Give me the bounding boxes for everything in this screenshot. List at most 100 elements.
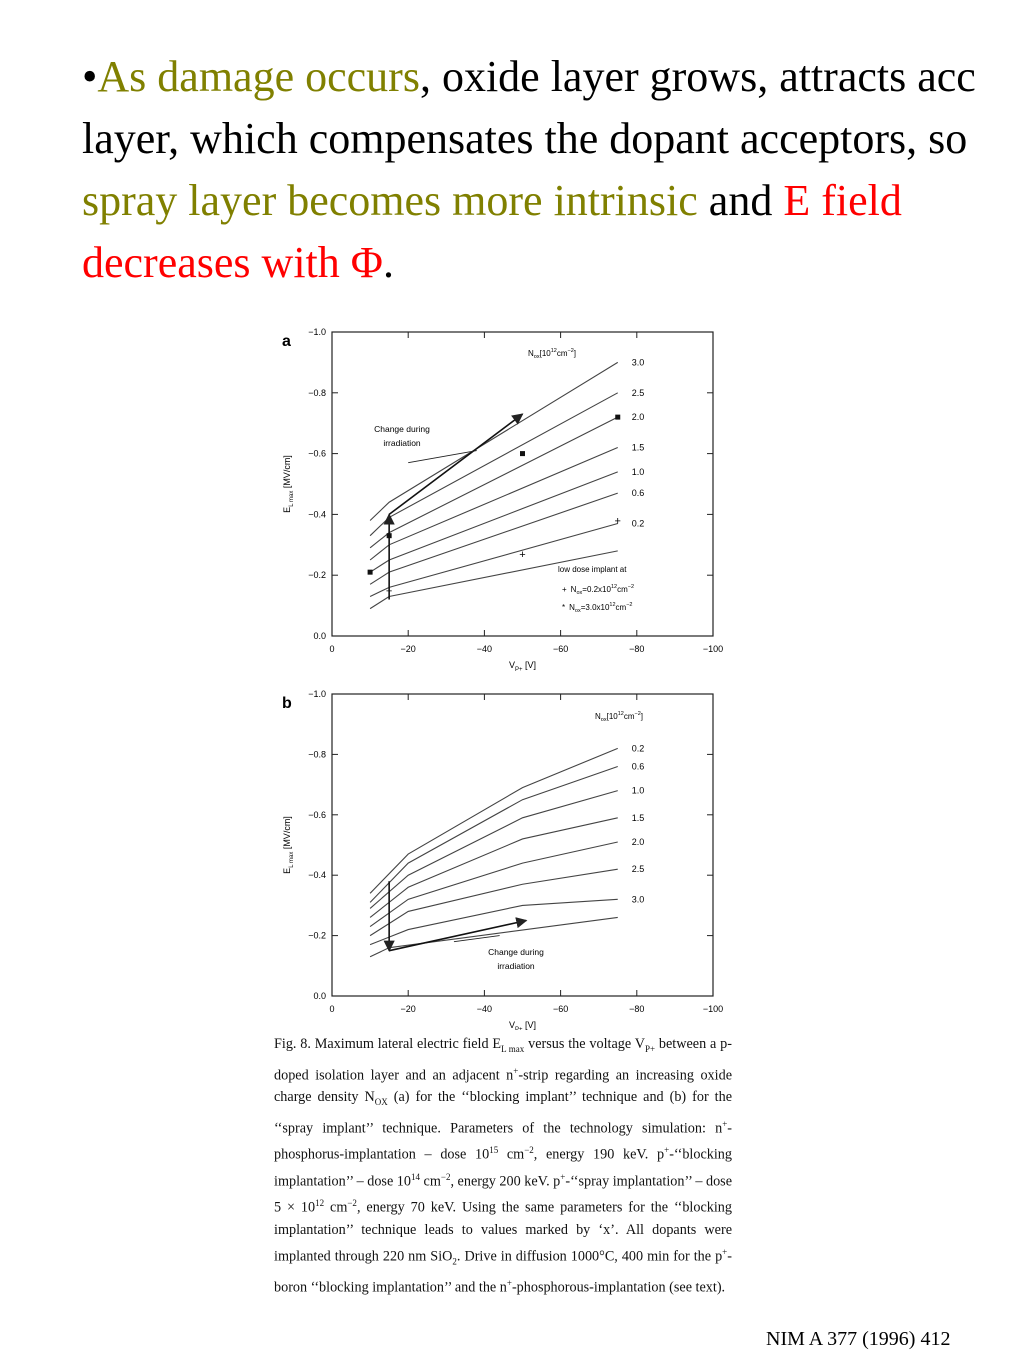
y-tick-label: −0.8: [308, 388, 326, 398]
legend-title-end: ]: [574, 349, 576, 358]
y-tick-label: −1.0: [308, 327, 326, 337]
plot-frame: [331, 693, 714, 997]
x-tick-label: −40: [477, 644, 492, 654]
caption-fragment: OX: [374, 1096, 388, 1107]
series-line: [369, 447, 618, 561]
x-axis-label: VP+ [V]: [509, 660, 536, 673]
inset-entry: * Nox=3.0x1012cm−2: [562, 602, 633, 614]
star-marker: [367, 569, 373, 575]
legend-title-exponent: 12: [618, 711, 624, 717]
slide-text-segment: As damage occurs: [97, 52, 420, 101]
legend-title: Nox[1012cm−2]: [528, 348, 576, 360]
legend-title-tail: cm: [624, 712, 635, 721]
caption-fragment: −2: [440, 1171, 451, 1182]
annotation-text: Change during: [374, 424, 430, 434]
caption-fragment: versus the voltage V: [524, 1036, 645, 1052]
caption-fragment: -boron ‘‘blocking implantation’’ and the…: [274, 1248, 732, 1296]
series-label: 3.0: [632, 894, 645, 904]
inset-exp2: −2: [626, 602, 632, 608]
legend-title-end: ]: [641, 712, 643, 721]
series-line: [369, 392, 619, 537]
caption-fragment: -‘‘spray implantation’’ – dose 5 × 10: [274, 1173, 732, 1217]
chart-panel-a: a 0 −20 −40 −60 −80 −100 0.0 −0.2 −0.4 −0.6 −0.8 −1.…: [282, 327, 723, 673]
slide-text-segment: , oxide layer grows, attracts acc layer,…: [82, 52, 976, 163]
caption-fragment: cm: [419, 1173, 441, 1190]
annotation-text: Change during: [488, 947, 544, 957]
series-label: 1.0: [632, 786, 645, 796]
inset-symbol: +: [562, 585, 567, 594]
caption-fragment: 12: [315, 1198, 325, 1209]
x-axis-subscript: P+: [515, 1027, 523, 1030]
legend-title-exponent2: −2: [568, 348, 574, 354]
inset-sub: ox: [575, 608, 581, 614]
x-tick-label: −60: [553, 1004, 568, 1014]
x-axis-unit: [V]: [523, 660, 537, 670]
series-line: [369, 361, 619, 521]
series-label: 3.0: [632, 357, 645, 367]
inset-sub: ox: [576, 590, 582, 596]
slide-text-segment: and: [697, 176, 784, 225]
series-label: 1.0: [632, 467, 645, 477]
caption-fragment: 2: [452, 1256, 457, 1267]
panel-label: a: [282, 333, 291, 350]
inset-exp: 12: [611, 584, 617, 590]
x-tick-label: −20: [401, 1004, 416, 1014]
series-label: 1.5: [632, 443, 645, 453]
annotation-leader: [408, 450, 477, 464]
legend-title: Nox[1012cm−2]: [595, 711, 643, 723]
citation-reference: NIM A 377 (1996) 412: [766, 1328, 951, 1350]
y-tick-label: −0.6: [308, 810, 326, 820]
caption-fragment: +: [722, 1118, 728, 1129]
caption-fragment: (a) for the ‘‘blocking implant’’ techniq…: [274, 1089, 732, 1137]
chart-panel-b: b 0 −20 −40 −60 −80 −100 0.0 −0.2 −0.4 −0.6 −0.8 −1.…: [282, 689, 723, 1030]
series-line: [369, 765, 618, 903]
star-marker: [615, 414, 621, 420]
series-line: [369, 416, 618, 549]
x-tick-label: −20: [401, 644, 416, 654]
inset-value: =0.2x10: [582, 585, 611, 594]
caption-fragment: 14: [410, 1171, 420, 1182]
inset-n: N: [569, 603, 575, 612]
y-axis-unit: [MV/cm]: [282, 455, 292, 491]
caption-fragment: −2: [524, 1145, 534, 1156]
x-axis-subscript: P+: [515, 667, 523, 673]
caption-fragment: -phosphorous-implantation (see text).: [511, 1279, 726, 1296]
star-marker: [520, 451, 525, 457]
inset-value: =3.0x10: [581, 603, 610, 612]
legend-title-symbol: N: [595, 712, 601, 721]
caption-fragment: L max: [501, 1043, 525, 1054]
series-label: 0.6: [632, 488, 645, 498]
x-tick-label: −80: [629, 1004, 644, 1014]
figure-caption: Fig. 8. Maximum lateral electric field E…: [274, 1034, 732, 1300]
caption-fragment: , energy 70 keV. Using the same paramete…: [274, 1200, 732, 1265]
caption-fragment: -phosphorus-implantation – dose 10: [274, 1120, 732, 1164]
slide-text-segment: spray layer becomes more intrinsic: [82, 176, 698, 225]
caption-fragment: +: [560, 1171, 566, 1182]
x-tick-label: 0: [329, 644, 334, 654]
series-line: [369, 550, 618, 610]
caption-fragment: −2: [347, 1198, 357, 1209]
x-axis-label: VP+ [V]: [509, 1020, 536, 1030]
caption-fragment: cm: [498, 1147, 525, 1164]
series-label: 0.2: [632, 519, 645, 529]
x-axis-symbol: V: [509, 660, 515, 670]
annotation-leader: [453, 935, 500, 943]
inset-n: N: [571, 585, 577, 594]
y-tick-label: −0.4: [308, 870, 326, 880]
series-line: [369, 471, 618, 573]
annotation-text: irradiation: [383, 438, 421, 448]
inset-title: low dose implant at: [558, 565, 627, 574]
x-axis-unit: [V]: [523, 1020, 537, 1030]
plot-frame: [331, 331, 714, 637]
caption-fragment: . Drive in diffusion 1000°C, 400 min for…: [456, 1248, 723, 1265]
y-tick-label: −0.2: [308, 931, 326, 941]
legend-title-exponent: 12: [551, 348, 557, 354]
x-tick-label: −40: [477, 1004, 492, 1014]
series-label: 1.5: [632, 813, 645, 823]
caption-fragment: P+: [644, 1043, 656, 1054]
slide-text-segment: E field decreases with Φ: [82, 176, 902, 287]
x-tick-label: 0: [329, 1004, 334, 1014]
panel-label: b: [282, 695, 292, 712]
series-label: 2.5: [632, 864, 645, 874]
caption-fragment: +: [722, 1246, 728, 1257]
